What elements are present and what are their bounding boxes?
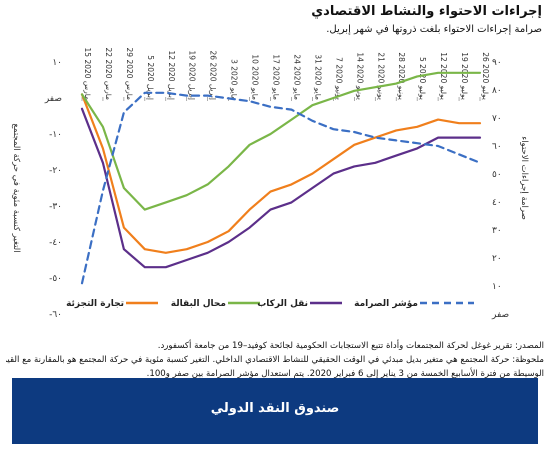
x-axis-tick-label: 28 يونيو 2020 xyxy=(397,52,406,100)
left-axis-tick-label: -٤٠ xyxy=(49,238,62,248)
series-line xyxy=(80,91,482,285)
chart-notes: المصدر: تقرير غوغل لحركة المجتمعات وأداة… xyxy=(6,339,544,381)
left-axis-tick-label: -١٠ xyxy=(49,130,62,140)
left-axis-tick-label: -٢٠ xyxy=(49,166,62,176)
right-axis-tick-label: ٨٠ xyxy=(492,86,502,96)
x-axis-tick-label: 29 مارس 2020 xyxy=(125,48,134,101)
source-note: المصدر: تقرير غوغل لحركة المجتمعات وأداة… xyxy=(157,341,544,351)
right-axis-tick-label: ٥٠ xyxy=(492,170,502,180)
x-axis-tick-label: 10 مايو 2020 xyxy=(251,54,260,100)
x-axis-tick-label: 26 يوليو 2020 xyxy=(481,52,490,100)
x-axis-tick-label: 12 إبريل 2020 xyxy=(167,51,176,101)
chart-subtitle: صرامة إجراءات الاحتواء بلغت ذروتها في شه… xyxy=(326,24,542,35)
left-axis-tick-label: -٥٠ xyxy=(49,274,62,284)
right-axis-tick-label: ٤٠ xyxy=(492,198,502,208)
legend-label: مؤشر الصرامة xyxy=(354,299,418,309)
left-axis-tick-label: ١٠ xyxy=(52,58,62,68)
series-line xyxy=(80,93,482,254)
x-axis-tick-label: 5 إبريل 2020 xyxy=(146,55,155,100)
methodology-note-continued: الوسيطة من فترة الأسابيع الخمسة من 3 ينا… xyxy=(146,369,544,379)
x-axis-tick-label: 31 مايو 2020 xyxy=(313,54,322,100)
methodology-note: ملحوظة: حركة المجتمع هي متغير بديل مبدئي… xyxy=(6,355,544,365)
x-axis-tick-label: 24 مايو 2020 xyxy=(292,54,301,100)
right-axis-tick-label: ٣٠ xyxy=(492,226,502,236)
x-axis-tick-label: 14 يونيو 2020 xyxy=(355,52,364,100)
x-axis-tick-label: 3 مايو 2020 xyxy=(230,59,239,100)
right-axis-tick-label: ١٠ xyxy=(492,282,502,292)
x-axis-tick-label: 19 يوليو 2020 xyxy=(460,52,469,100)
imf-footer-label: صندوق النقد الدولي xyxy=(210,401,340,416)
legend-label: محال البقالة xyxy=(171,299,226,309)
x-axis-tick-label: 21 يونيو 2020 xyxy=(376,52,385,100)
x-axis-tick-label: 7 يونيو 2020 xyxy=(334,57,343,100)
right-axis-tick-label: ٩٠ xyxy=(492,58,502,68)
x-axis-tick-label: 26 إبريل 2020 xyxy=(209,51,218,101)
right-axis-tick-label: ٢٠ xyxy=(492,254,502,264)
left-axis-title: التغير كنسبة مئوية في حركة المجتمع xyxy=(11,123,21,252)
left-axis-tick-label: -٦٠ xyxy=(49,310,62,320)
x-axis-tick-label: 15 مارس 2020 xyxy=(83,48,92,101)
legend-label: نقل الركاب xyxy=(257,299,308,309)
chart-title: إجراءات الاحتواء والنشاط الاقتصادي xyxy=(311,4,542,19)
right-axis-tick-label: صفر xyxy=(491,310,509,320)
left-axis-tick-label: صفر xyxy=(44,94,62,104)
left-axis-tick-label: -٣٠ xyxy=(49,202,62,212)
series-line xyxy=(80,107,482,269)
x-axis-tick-label: 22 مارس 2020 xyxy=(104,48,113,101)
right-axis-tick-label: ٦٠ xyxy=(492,142,502,152)
series-line xyxy=(80,71,482,211)
imf-footer-banner: صندوق النقد الدولي xyxy=(12,378,538,444)
x-axis-tick-label: 12 يوليو 2020 xyxy=(439,52,448,100)
x-axis-tick-label: 19 إبريل 2020 xyxy=(188,51,197,101)
x-axis-tick-label: 17 مايو 2020 xyxy=(272,54,281,100)
line-chart: ١٠ صفر -١٠ -٢٠ -٣٠ -٤٠ -٥٠ -٦٠ ٩٠ ٨٠ ٧٠ ٦٠ ٥٠ ٤٠ ٣٠ ٢٠ ١… xyxy=(11,48,529,321)
x-axis-tick-label: 5 يوليو 2020 xyxy=(418,57,427,100)
right-axis-title: صرامة إجراءات الاحتواء xyxy=(519,136,529,220)
legend-label: تجارة التجزئة xyxy=(66,299,124,309)
right-axis-tick-label: ٧٠ xyxy=(492,114,502,124)
